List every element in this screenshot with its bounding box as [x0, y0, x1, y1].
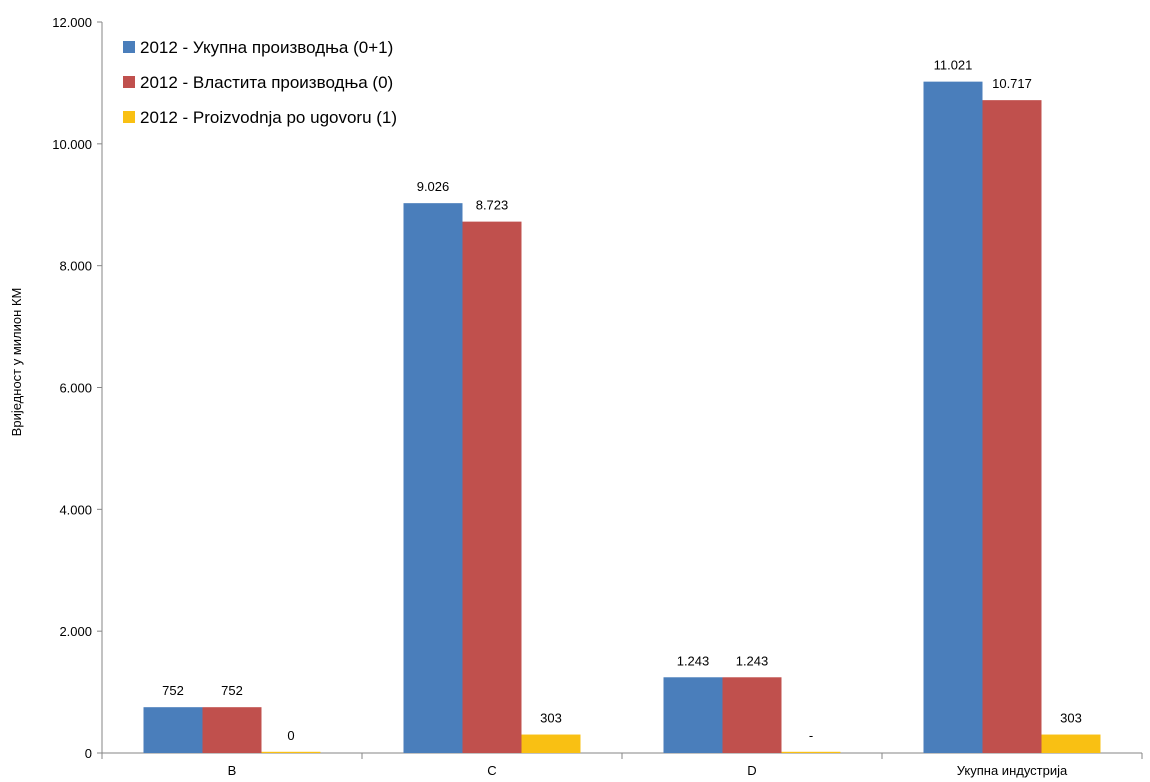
- data-label: 8.723: [476, 198, 509, 213]
- bar: [982, 100, 1042, 754]
- bar: [1041, 734, 1101, 753]
- data-label: 11.021: [934, 58, 973, 73]
- bar: [261, 751, 321, 753]
- y-tick-label: 0: [85, 746, 92, 761]
- bar: [403, 203, 463, 754]
- data-label: 10.717: [992, 76, 1032, 91]
- legend-label: 2012 - Укупна производња (0+1): [140, 38, 393, 57]
- y-tick-label: 12.000: [52, 15, 92, 30]
- bar: [663, 677, 723, 753]
- bars: [143, 81, 1101, 754]
- legend-label: 2012 - Proizvodnja po ugovoru (1): [140, 108, 397, 127]
- legend-swatch: [123, 76, 135, 88]
- data-label: 1.243: [736, 653, 769, 668]
- data-label: 0: [287, 728, 294, 743]
- bar: [143, 707, 203, 753]
- data-label: 303: [540, 711, 562, 726]
- x-tick-label: Укупна индустрија: [957, 763, 1068, 778]
- y-axis-title: Вриједност у милион КМ: [9, 288, 24, 437]
- data-label: 752: [162, 683, 184, 698]
- y-tick-label: 2.000: [59, 624, 92, 639]
- legend: 2012 - Укупна производња (0+1) 2012 - Вла…: [123, 38, 397, 127]
- data-label: -: [809, 728, 813, 743]
- bar: [521, 734, 581, 753]
- legend-label: 2012 - Властита производња (0): [140, 73, 393, 92]
- bar: [781, 751, 841, 753]
- x-tick-label: D: [747, 763, 756, 778]
- legend-swatch: [123, 111, 135, 123]
- bar: [923, 81, 983, 754]
- axes: 0 2.000 4.000 6.000 8.000 10.000 12.000 B C D Укуп…: [52, 15, 1143, 778]
- x-tick-label: B: [228, 763, 237, 778]
- y-tick-label: 10.000: [52, 137, 92, 152]
- y-tick-label: 8.000: [59, 259, 92, 274]
- bar: [462, 221, 522, 754]
- legend-swatch: [123, 41, 135, 53]
- data-label: 752: [221, 683, 243, 698]
- x-tick-label: C: [487, 763, 496, 778]
- data-label: 1.243: [677, 653, 710, 668]
- y-tick-label: 4.000: [59, 502, 92, 517]
- data-label: 9.026: [417, 179, 450, 194]
- bar: [202, 707, 262, 753]
- y-tick-label: 6.000: [59, 381, 92, 396]
- bar: [722, 677, 782, 753]
- data-labels: 752 752 0 9.026 8.723 303 1.243 1.243 - 11.021 10.…: [162, 58, 1082, 743]
- data-label: 303: [1060, 711, 1082, 726]
